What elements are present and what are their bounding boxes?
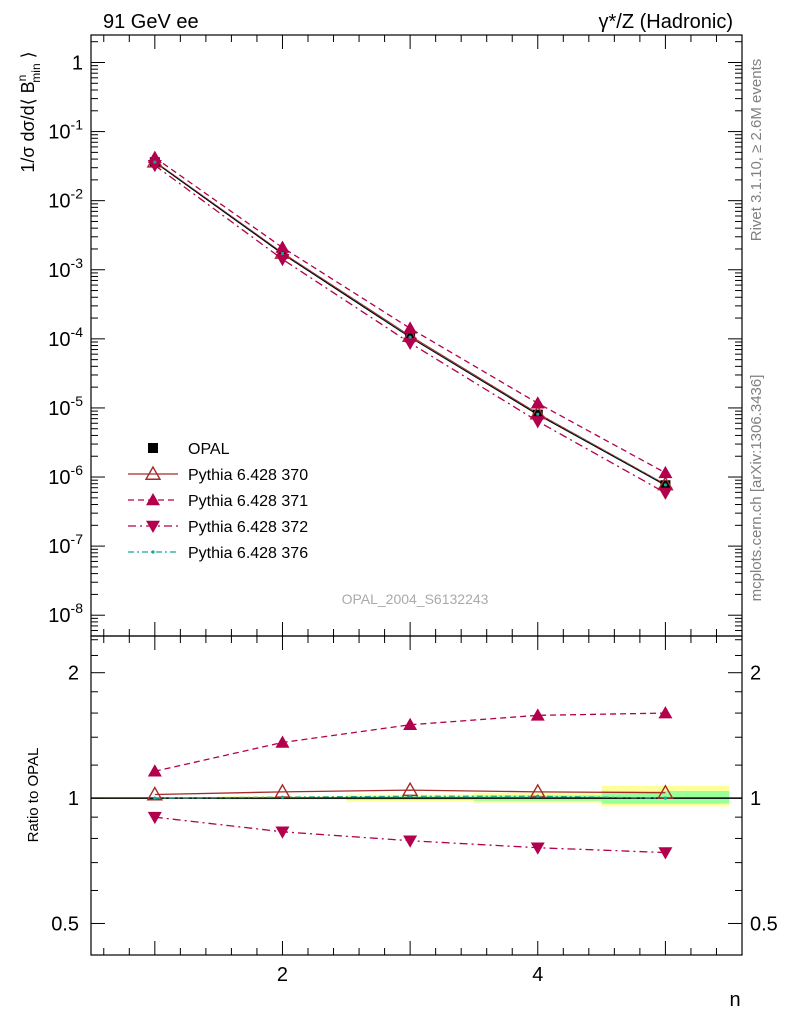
main-ylabel: 1/σ dσ/d⟨ Bnmin ⟩ (15, 51, 43, 172)
analysis-id-label: OPAL_2004_S6132243 (342, 591, 489, 607)
mc-point (663, 483, 668, 487)
mc-point (408, 794, 412, 798)
mc-point (144, 465, 162, 480)
ratio-series-line (154, 712, 666, 772)
ratio-y-tick-label-right: 1 (750, 788, 761, 810)
series-markers (146, 150, 674, 860)
legend-label: OPAL (188, 441, 230, 458)
mc-point (536, 412, 540, 416)
mc-point (530, 842, 545, 855)
ratio-ylabel: Ratio to OPAL (25, 748, 42, 843)
mc-point (658, 706, 673, 719)
y-tick-label: 10-1 (48, 117, 83, 144)
mc-point (280, 252, 285, 256)
mc-point (403, 337, 418, 351)
axes (90, 34, 743, 956)
mc-point (153, 160, 157, 164)
y-tick-label: 10-3 (48, 255, 83, 282)
y-tick-label: 10-2 (48, 186, 83, 213)
y-tick-label: 10-7 (48, 531, 83, 558)
ratio-y-tick-label: 0.5 (51, 913, 79, 935)
mc-point (280, 795, 285, 799)
header-left-label: 91 GeV ee (103, 11, 199, 33)
mc-point (151, 550, 155, 554)
mc-point (658, 847, 673, 860)
legend: OPAL Pythia 6.428 370 Pythia 6.428 371 Pyth… (128, 441, 308, 562)
mc-point (146, 520, 160, 533)
legend-label: Pythia 6.428 376 (188, 545, 308, 562)
mc-point (403, 835, 418, 848)
legend-label: Pythia 6.428 370 (188, 467, 308, 484)
header-right-label: γ*/Z (Hadronic) (599, 11, 733, 33)
mc-point (401, 781, 419, 797)
series-line (154, 157, 666, 474)
mc-point (530, 396, 545, 409)
ratio-y-tick-label-right: 2 (750, 663, 761, 685)
data-point (148, 443, 158, 453)
mc-point (658, 465, 673, 479)
ratio-y-tick-label-right: 0.5 (750, 913, 778, 935)
mc-point (658, 487, 673, 500)
mc-point (403, 321, 418, 334)
x-tick-label: 4 (532, 964, 543, 986)
mc-point (536, 794, 540, 798)
mc-point (146, 493, 160, 506)
ratio-frame (90, 635, 743, 956)
mc-point (663, 796, 668, 800)
mc-point (403, 717, 418, 730)
legend-label: Pythia 6.428 371 (188, 493, 308, 510)
mc-point (274, 783, 291, 798)
mc-point (275, 253, 290, 267)
mc-point (146, 786, 164, 801)
ratio-series-line (154, 789, 666, 796)
mc-point (530, 708, 545, 721)
mcplots-label: mcplots.cern.ch [arXiv:1306.3436] (748, 375, 765, 602)
ratio-xlabel: n (729, 989, 740, 1011)
mc-point (275, 826, 290, 839)
y-tick-label: 10-5 (48, 393, 83, 420)
ratio-y-tick-label: 1 (68, 788, 79, 810)
tick-labels: 2 4 1 10-1 10-2 10-3 10-4 10-5 10-6 10-7 10-8 0.5 0.… (48, 52, 778, 986)
mc-point (408, 335, 412, 339)
y-tick-label: 10-8 (48, 600, 83, 627)
y-tick-label: 10-4 (48, 324, 83, 351)
y-tick-label: 10-6 (48, 462, 83, 489)
mc-point (530, 416, 545, 429)
ratio-y-tick-label: 2 (68, 663, 79, 685)
mc-point (153, 796, 157, 800)
mc-point (147, 764, 162, 777)
y-tick-label: 1 (72, 52, 83, 74)
mc-point (147, 811, 162, 825)
mc-point (147, 160, 162, 173)
legend-label: Pythia 6.428 372 (188, 519, 308, 536)
mc-point (275, 735, 290, 748)
rivet-label: Rivet 3.1.10, ≥ 2.6M events (748, 59, 765, 242)
mc-point (147, 150, 162, 163)
mc-point (275, 240, 290, 253)
x-tick-label: 2 (277, 964, 288, 986)
